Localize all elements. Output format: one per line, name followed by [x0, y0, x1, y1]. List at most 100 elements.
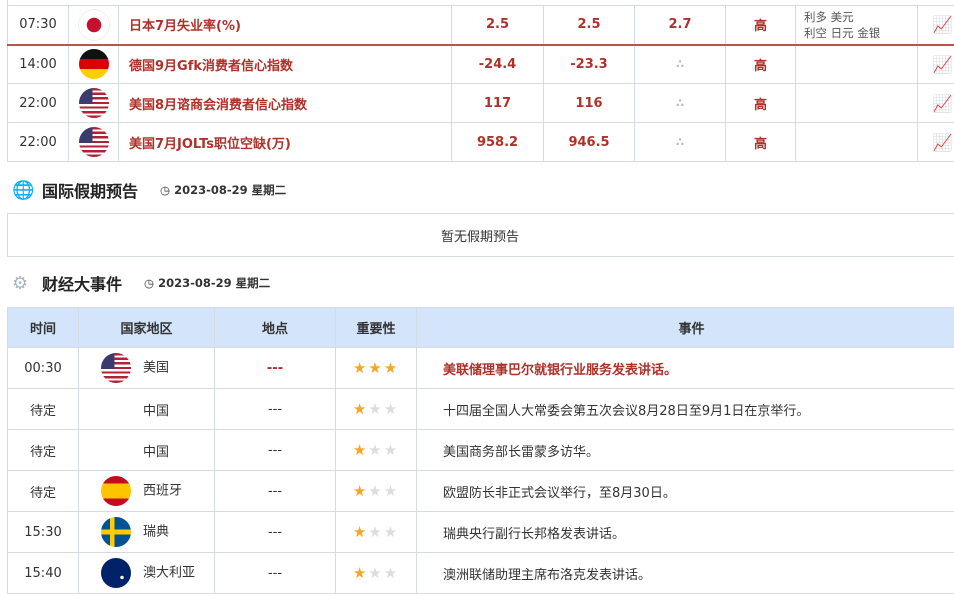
star-icon: ★	[384, 441, 399, 459]
importance-stars: ★★★	[336, 553, 417, 594]
importance-stars: ★★★	[336, 512, 417, 553]
event-text: 美联储理事巴尔就银行业服务发表讲话。	[417, 348, 954, 389]
loading-icon: ∴	[676, 96, 684, 110]
event-text: 美国商务部长雷蒙多访华。	[417, 430, 954, 471]
forecast-value: 946.5	[544, 123, 635, 162]
time: 22:00	[8, 84, 69, 123]
event-row: 15:40 澳大利亚 --- ★★★ 澳洲联储助理主席布洛克发表讲话。	[8, 553, 954, 594]
time: 待定	[8, 471, 79, 512]
indicator-row[interactable]: 07:30 日本7月失业率(%) 2.5 2.5 2.7 高 利多 美元利空 日…	[8, 6, 954, 45]
holiday-section-header: 🌐 国际假期预告 ◷2023-08-29 星期二	[12, 178, 286, 202]
holiday-date: ◷2023-08-29 星期二	[160, 182, 286, 198]
actual-value: ∴	[635, 45, 726, 84]
chart-icon[interactable]: 📈	[933, 94, 953, 113]
impact	[796, 123, 918, 162]
star-icon: ★	[353, 482, 368, 500]
importance-stars: ★★★	[336, 430, 417, 471]
event-row: 00:30 美国 --- ★★★ 美联储理事巴尔就银行业服务发表讲话。	[8, 348, 954, 389]
header-time: 时间	[8, 308, 79, 348]
previous-value: 117	[452, 84, 544, 123]
impact	[796, 45, 918, 84]
impact: 利多 美元利空 日元 金银	[796, 6, 918, 45]
event-row: 15:30 瑞典 --- ★★★ 瑞典央行副行长邦格发表讲话。	[8, 512, 954, 553]
header-place: 地点	[215, 308, 336, 348]
indicator-row[interactable]: 14:00 德国9月Gfk消费者信心指数 -24.4 -23.3 ∴ 高 📈	[8, 45, 954, 84]
importance: 高	[726, 45, 796, 84]
loading-icon: ∴	[676, 135, 684, 149]
place: ---	[215, 471, 336, 512]
header-importance: 重要性	[336, 308, 417, 348]
star-icon: ★	[368, 482, 383, 500]
place: ---	[215, 389, 336, 430]
star-icon: ★	[384, 359, 399, 377]
time: 00:30	[8, 348, 79, 389]
country: 美国	[143, 361, 169, 376]
indicator-row[interactable]: 22:00 美国8月谘商会消费者信心指数 117 116 ∴ 高 📈	[8, 84, 954, 123]
events-date: ◷2023-08-29 星期二	[144, 275, 270, 291]
star-icon: ★	[384, 564, 399, 582]
flag-jp-icon	[79, 10, 109, 40]
event-text: 瑞典央行副行长邦格发表讲话。	[417, 512, 954, 553]
star-icon: ★	[353, 523, 368, 541]
sliders-icon: ⚙	[12, 273, 34, 294]
flag-au-icon	[101, 558, 131, 588]
chart-icon[interactable]: 📈	[933, 133, 953, 152]
star-icon: ★	[368, 400, 383, 418]
globe-icon: 🌐	[12, 180, 34, 201]
event-text: 十四届全国人大常委会第五次会议8月28日至9月1日在京举行。	[417, 389, 954, 430]
events-section-header: ⚙ 财经大事件 ◷2023-08-29 星期二	[12, 271, 270, 295]
flag-us-icon	[101, 353, 131, 383]
star-icon: ★	[368, 441, 383, 459]
flag-es-icon	[101, 476, 131, 506]
previous-value: -24.4	[452, 45, 544, 84]
importance: 高	[726, 123, 796, 162]
previous-value: 958.2	[452, 123, 544, 162]
forecast-value: 116	[544, 84, 635, 123]
country: 瑞典	[143, 525, 169, 540]
events-table: 时间 国家地区 地点 重要性 事件 00:30 美国 --- ★★★ 美联储理事…	[7, 307, 954, 594]
time: 待定	[8, 389, 79, 430]
events-title: 财经大事件	[42, 271, 122, 295]
star-icon: ★	[368, 359, 383, 377]
event-text: 澳洲联储助理主席布洛克发表讲话。	[417, 553, 954, 594]
flag-de-icon	[79, 49, 109, 79]
chart-icon[interactable]: 📈	[933, 15, 953, 34]
indicator-row[interactable]: 22:00 美国7月JOLTs职位空缺(万) 958.2 946.5 ∴ 高 📈	[8, 123, 954, 162]
country: 澳大利亚	[143, 566, 195, 581]
star-icon: ★	[368, 523, 383, 541]
actual-value: ∴	[635, 123, 726, 162]
indicator-name[interactable]: 美国7月JOLTs职位空缺(万)	[119, 123, 452, 162]
indicator-table: 07:30 日本7月失业率(%) 2.5 2.5 2.7 高 利多 美元利空 日…	[7, 0, 954, 162]
event-text: 欧盟防长非正式会议举行，至8月30日。	[417, 471, 954, 512]
holiday-title: 国际假期预告	[42, 178, 138, 202]
actual-value: 2.7	[635, 6, 726, 45]
importance-stars: ★★★	[336, 348, 417, 389]
place: ---	[215, 512, 336, 553]
time: 15:30	[8, 512, 79, 553]
time: 14:00	[8, 45, 69, 84]
star-icon: ★	[353, 441, 368, 459]
importance: 高	[726, 84, 796, 123]
country: 中国	[143, 404, 169, 419]
time: 07:30	[8, 6, 69, 45]
indicator-name[interactable]: 美国8月谘商会消费者信心指数	[119, 84, 452, 123]
place: ---	[215, 430, 336, 471]
actual-value: ∴	[635, 84, 726, 123]
forecast-value: 2.5	[544, 6, 635, 45]
loading-icon: ∴	[676, 57, 684, 71]
flag-us-icon	[79, 127, 109, 157]
importance-stars: ★★★	[336, 389, 417, 430]
chart-icon[interactable]: 📈	[933, 55, 953, 74]
indicator-name[interactable]: 德国9月Gfk消费者信心指数	[119, 45, 452, 84]
time: 待定	[8, 430, 79, 471]
header-event: 事件	[417, 308, 954, 348]
flag-se-icon	[101, 517, 131, 547]
star-icon: ★	[384, 523, 399, 541]
indicator-name[interactable]: 日本7月失业率(%)	[119, 6, 452, 45]
place: ---	[215, 348, 336, 389]
header-country: 国家地区	[79, 308, 215, 348]
country: 西班牙	[143, 484, 182, 499]
importance-stars: ★★★	[336, 471, 417, 512]
importance: 高	[726, 6, 796, 45]
star-icon: ★	[353, 400, 368, 418]
